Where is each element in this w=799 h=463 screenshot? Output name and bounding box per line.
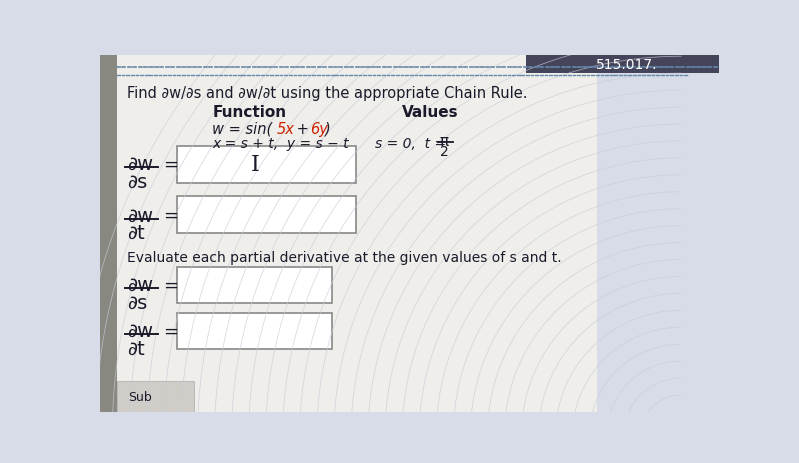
Text: ∂w: ∂w bbox=[127, 275, 153, 294]
Bar bbox=[117, 56, 598, 412]
Text: =: = bbox=[164, 156, 178, 174]
Text: Sub: Sub bbox=[129, 390, 152, 403]
Text: ∂s: ∂s bbox=[127, 293, 147, 312]
Bar bbox=[177, 146, 356, 183]
Bar bbox=[177, 314, 332, 349]
Text: Function: Function bbox=[213, 105, 286, 120]
Text: =: = bbox=[164, 276, 178, 294]
Text: =: = bbox=[164, 206, 178, 225]
Text: 2: 2 bbox=[440, 144, 449, 159]
Text: 5x: 5x bbox=[276, 122, 295, 137]
Text: I: I bbox=[250, 154, 260, 175]
Text: ∂s: ∂s bbox=[127, 172, 147, 191]
Text: 6y: 6y bbox=[310, 122, 328, 137]
Text: s = 0,  t =: s = 0, t = bbox=[375, 137, 446, 151]
Text: =: = bbox=[164, 322, 178, 340]
Text: ∂w: ∂w bbox=[127, 155, 153, 174]
Text: ∂t: ∂t bbox=[127, 224, 145, 243]
Text: Find ∂w/∂s and ∂w/∂t using the appropriate Chain Rule.: Find ∂w/∂s and ∂w/∂t using the appropria… bbox=[127, 86, 527, 100]
Text: +: + bbox=[292, 122, 313, 137]
Text: 515.017.: 515.017. bbox=[596, 58, 658, 72]
Bar bbox=[100, 56, 117, 412]
Text: ∂w: ∂w bbox=[127, 206, 153, 225]
Bar bbox=[177, 268, 332, 303]
Bar bbox=[177, 197, 356, 234]
Text: ∂t: ∂t bbox=[127, 339, 145, 358]
Text: ): ) bbox=[325, 122, 331, 137]
Bar bbox=[117, 382, 194, 412]
Bar bbox=[526, 56, 719, 74]
Text: π: π bbox=[439, 134, 448, 149]
Text: x = s + t,  y = s − t: x = s + t, y = s − t bbox=[213, 137, 349, 151]
Text: Values: Values bbox=[402, 105, 459, 120]
Text: ∂w: ∂w bbox=[127, 321, 153, 340]
Text: w = sin(: w = sin( bbox=[213, 122, 272, 137]
Text: Evaluate each partial derivative at the given values of s and t.: Evaluate each partial derivative at the … bbox=[127, 251, 562, 265]
